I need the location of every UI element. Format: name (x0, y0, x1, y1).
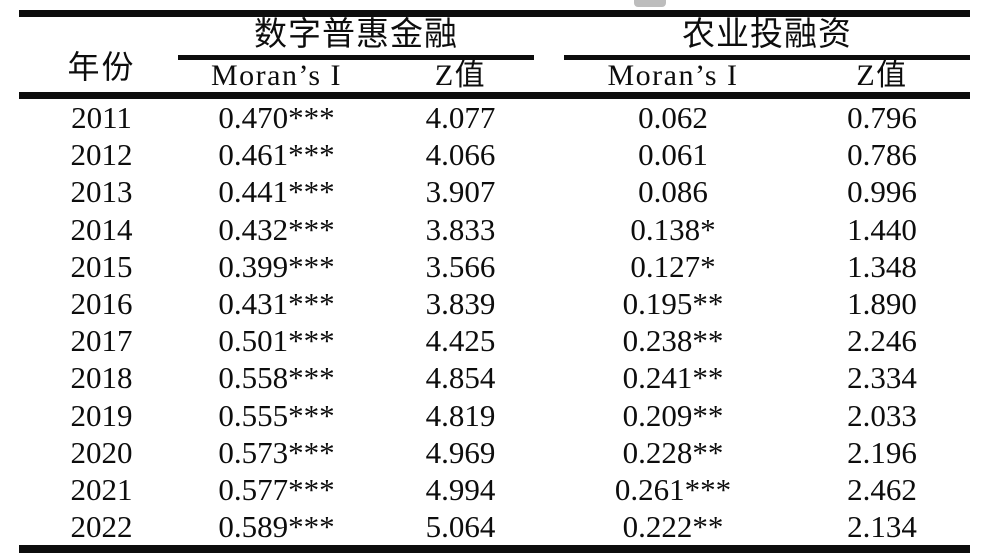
digital-moran-cell: 0.399*** (218, 248, 335, 284)
year-cell: 2022 (70, 509, 133, 545)
digital-z-cell: 3.907 (425, 174, 496, 210)
group-header-agri-financing: 农业投融资 (552, 14, 970, 60)
digital-z-cell: 3.839 (425, 286, 496, 322)
table-row: 2011 0.470*** 4.077 0.062 0.796 (19, 96, 970, 137)
digital-moran-cell: 0.558*** (218, 360, 335, 396)
agri-z-cell: 2.196 (847, 434, 917, 470)
agri-moran-cell: 0.209** (622, 397, 724, 433)
year-column-header: 年份 (19, 13, 184, 99)
agri-moran-cell: 0.127* (630, 248, 716, 284)
agri-moran-cell: 0.228** (622, 434, 724, 470)
agri-z-cell: 1.440 (847, 211, 917, 247)
year-cell: 2012 (70, 137, 133, 173)
year-cell: 2017 (70, 323, 133, 359)
agri-z-cell: 2.033 (847, 397, 917, 433)
digital-moran-cell: 0.432*** (218, 211, 335, 247)
agri-moran-cell: 0.222** (622, 509, 724, 545)
table-body: 2011 0.470*** 4.077 0.062 0.796 2012 0.4… (19, 96, 970, 550)
agri-moran-cell: 0.238** (622, 323, 724, 359)
table-row: 2016 0.431*** 3.839 0.195** 1.890 (19, 285, 970, 322)
group-header-agri-financing-label: 农业投融资 (564, 17, 970, 60)
table-row: 2012 0.461*** 4.066 0.061 0.786 (19, 136, 970, 173)
year-cell: 2014 (70, 211, 133, 247)
table-row: 2013 0.441*** 3.907 0.086 0.996 (19, 173, 970, 210)
digital-z-header: Z值 (369, 60, 552, 99)
agri-moran-cell: 0.061 (638, 137, 708, 173)
table-row: 2022 0.589*** 5.064 0.222** 2.134 (19, 508, 970, 549)
digital-z-cell: 4.969 (425, 434, 496, 470)
agri-z-cell: 2.462 (847, 471, 917, 507)
table-header: 年份 数字普惠金融 农业投融资 Moran’s I Z值 Moran’s I Z… (19, 13, 970, 99)
digital-z-cell: 4.854 (425, 360, 496, 396)
table-row: 2017 0.501*** 4.425 0.238** 2.246 (19, 322, 970, 359)
year-cell: 2013 (70, 174, 133, 210)
year-cell: 2019 (70, 397, 133, 433)
digital-moran-cell: 0.431*** (218, 286, 335, 322)
digital-z-cell: 4.819 (425, 397, 496, 433)
agri-moran-cell: 0.241** (622, 360, 724, 396)
digital-z-cell: 4.994 (425, 471, 496, 507)
digital-z-cell: 5.064 (425, 509, 496, 545)
year-cell: 2018 (70, 360, 133, 396)
year-cell: 2011 (71, 100, 132, 136)
group-header-digital-finance: 数字普惠金融 (178, 14, 552, 60)
agri-moran-cell: 0.062 (638, 100, 708, 136)
digital-z-cell: 3.833 (425, 211, 496, 247)
scan-artifact (634, 0, 666, 7)
year-cell: 2016 (70, 286, 133, 322)
table-row: 2019 0.555*** 4.819 0.209** 2.033 (19, 397, 970, 434)
group-header-digital-finance-label: 数字普惠金融 (178, 17, 534, 60)
digital-morans-i-header: Moran’s I (184, 60, 369, 99)
agri-z-header: Z值 (794, 60, 970, 99)
digital-z-cell: 4.077 (425, 100, 496, 136)
table-row: 2021 0.577*** 4.994 0.261*** 2.462 (19, 471, 970, 508)
year-cell: 2020 (70, 434, 133, 470)
agri-moran-cell: 0.261*** (614, 471, 732, 507)
agri-z-cell: 1.890 (847, 286, 917, 322)
digital-moran-cell: 0.470*** (218, 100, 335, 136)
digital-moran-cell: 0.589*** (218, 509, 335, 545)
agri-z-cell: 2.134 (847, 509, 917, 545)
moran-statistics-table: 年份 数字普惠金融 农业投融资 Moran’s I Z值 Moran’s I Z… (19, 10, 970, 554)
digital-moran-cell: 0.501*** (218, 323, 335, 359)
digital-z-cell: 4.425 (425, 323, 496, 359)
agri-moran-cell: 0.086 (638, 174, 708, 210)
digital-z-cell: 3.566 (425, 248, 496, 284)
table-row: 2015 0.399*** 3.566 0.127* 1.348 (19, 248, 970, 285)
digital-moran-cell: 0.577*** (218, 471, 335, 507)
agri-z-cell: 0.796 (847, 100, 917, 136)
agri-z-cell: 1.348 (847, 248, 917, 284)
sub-header-row: Moran’s I Z值 Moran’s I Z值 (19, 60, 970, 99)
agri-z-cell: 2.334 (847, 360, 917, 396)
year-cell: 2021 (70, 471, 133, 507)
agri-moran-cell: 0.195** (622, 286, 724, 322)
digital-moran-cell: 0.441*** (218, 174, 335, 210)
agri-morans-i-header: Moran’s I (552, 60, 794, 99)
agri-moran-cell: 0.138* (630, 211, 716, 247)
table-row: 2020 0.573*** 4.969 0.228** 2.196 (19, 434, 970, 471)
digital-z-cell: 4.066 (425, 137, 496, 173)
table-row: 2014 0.432*** 3.833 0.138* 1.440 (19, 211, 970, 248)
agri-z-cell: 2.246 (847, 323, 917, 359)
digital-moran-cell: 0.461*** (218, 137, 335, 173)
agri-z-cell: 0.786 (847, 137, 917, 173)
agri-z-cell: 0.996 (847, 174, 917, 210)
group-header-row: 年份 数字普惠金融 农业投融资 (19, 13, 970, 99)
table-row: 2018 0.558*** 4.854 0.241** 2.334 (19, 359, 970, 396)
digital-moran-cell: 0.573*** (218, 434, 335, 470)
year-cell: 2015 (70, 248, 133, 284)
digital-moran-cell: 0.555*** (218, 397, 335, 433)
